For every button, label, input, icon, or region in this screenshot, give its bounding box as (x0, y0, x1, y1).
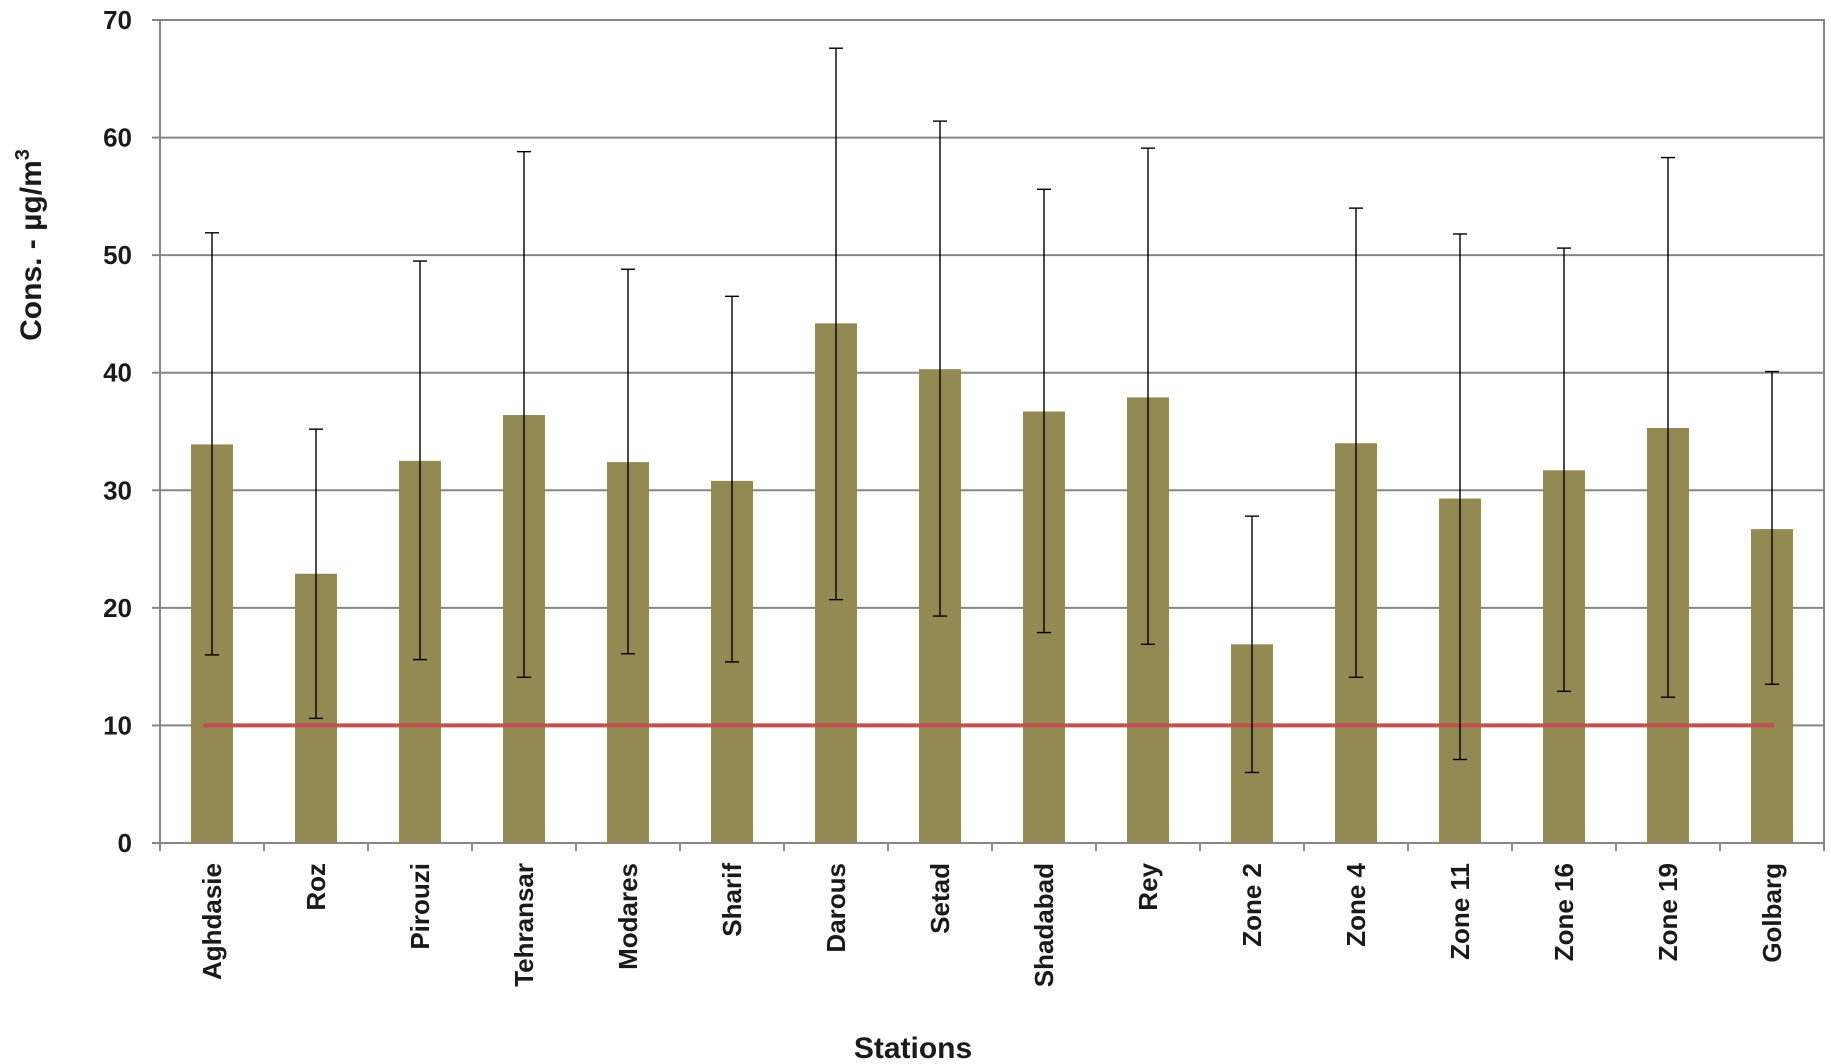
y-tick-label: 10 (103, 710, 132, 740)
x-tick-label: Zone 2 (1237, 863, 1267, 947)
y-tick-labels: 0 10 20 30 40 50 60 70 (103, 5, 132, 858)
axes (152, 19, 1825, 851)
y-tick-label: 70 (103, 5, 132, 35)
y-tick-label: 0 (118, 828, 132, 858)
y-axis-title-superscript: 3 (12, 149, 34, 160)
y-axis-title: Cons. - µg/m3 (12, 149, 48, 341)
x-tick-label: Rey (1133, 862, 1163, 910)
error-bars (205, 47, 1779, 774)
y-tick-label: 20 (103, 593, 132, 623)
x-tick-label: Pirouzi (405, 863, 435, 950)
x-tick-label: Aghdasie (197, 863, 227, 980)
x-tick-label: Zone 16 (1549, 863, 1579, 961)
x-tick-label: Roz (301, 863, 331, 911)
x-tick-label: Zone 11 (1445, 863, 1475, 960)
x-tick-label: Zone 19 (1653, 863, 1683, 961)
y-tick-label: 40 (103, 358, 132, 388)
x-tick-label: Shadabad (1029, 863, 1059, 987)
x-tick-label: Tehransar (509, 863, 539, 987)
y-tick-label: 50 (103, 240, 132, 270)
x-tick-label: Sharif (717, 863, 747, 937)
y-tick-label: 30 (103, 475, 132, 505)
x-tick-label: Modares (613, 863, 643, 970)
x-tick-label: Zone 4 (1341, 862, 1371, 946)
x-tick-label: Darous (821, 863, 851, 953)
y-axis-title-text: Cons. - µg/m (15, 160, 48, 341)
x-tick-label: Golbarg (1757, 863, 1787, 963)
bars (191, 323, 1793, 843)
x-tick-label: Setad (925, 863, 955, 934)
y-tick-label: 60 (103, 123, 132, 153)
x-axis-title: Stations (854, 1032, 972, 1064)
x-tick-labels: Aghdasie Roz Pirouzi Tehransar Modares Sharif… (197, 862, 1787, 987)
